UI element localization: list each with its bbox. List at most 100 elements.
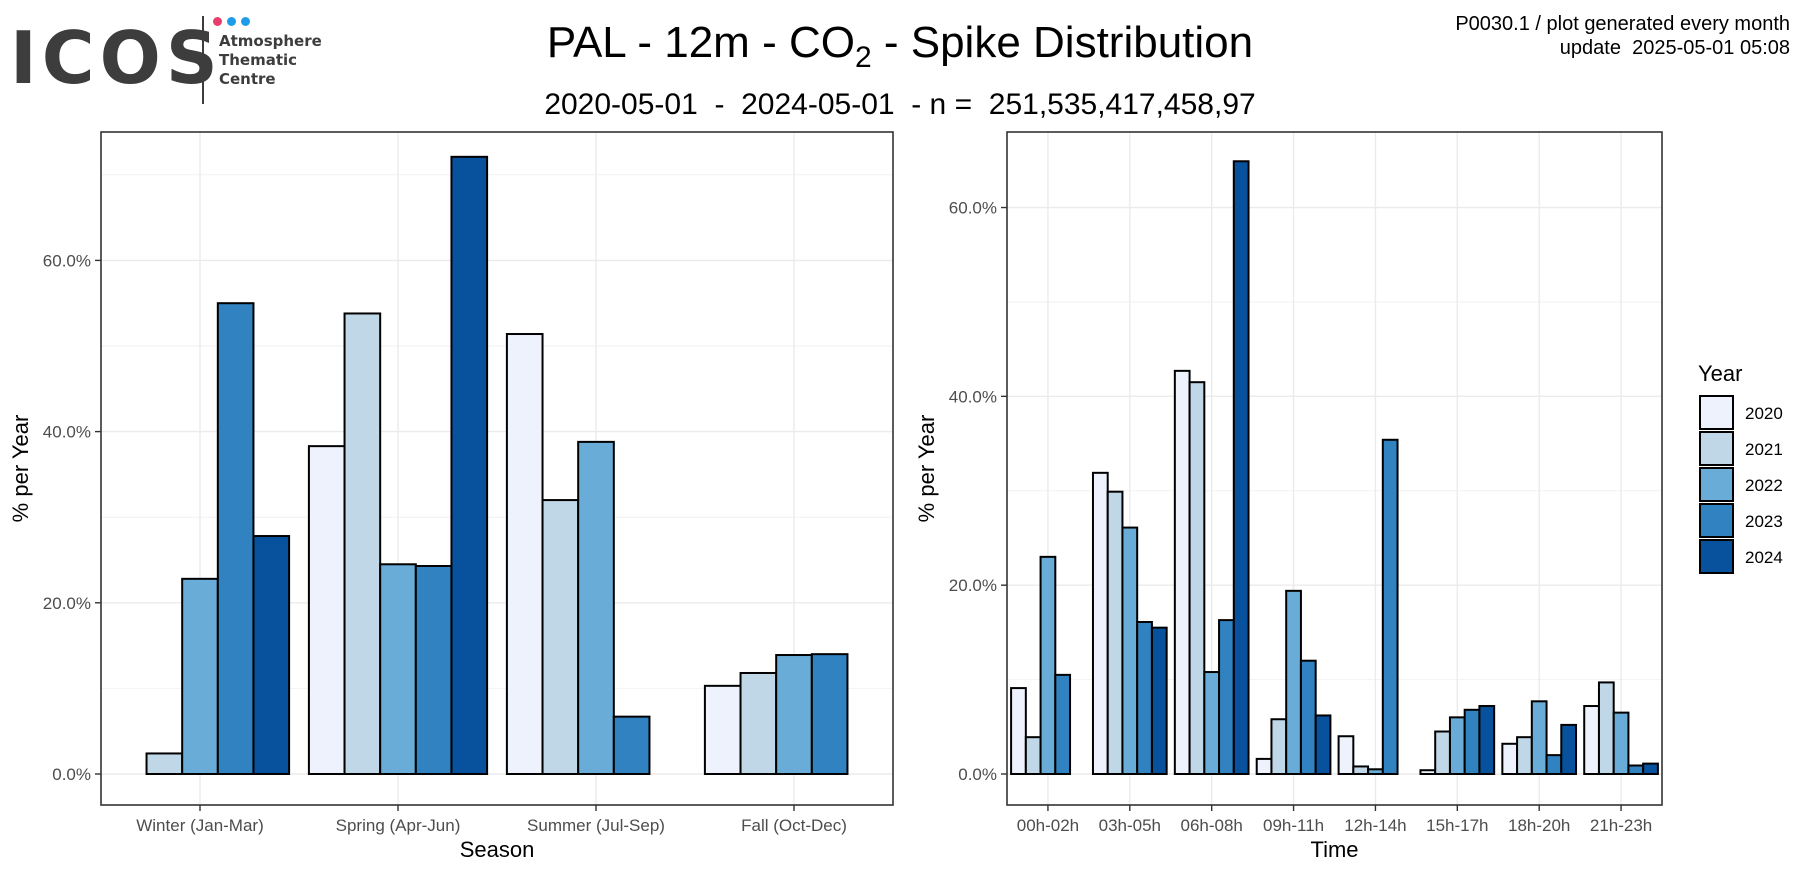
panel-border <box>1006 131 1663 806</box>
bar-2024 <box>252 535 291 775</box>
bar-2023 <box>1545 754 1563 776</box>
legend-label-2022: 2022 <box>1745 476 1783 495</box>
legend-label-2021: 2021 <box>1745 440 1783 459</box>
bar-2023 <box>1299 659 1317 775</box>
legend-swatch-2021 <box>1699 431 1734 466</box>
bar-2024 <box>1478 705 1496 776</box>
bar-2020 <box>703 684 742 775</box>
bar-2021 <box>1106 490 1124 775</box>
bar-2024 <box>1560 723 1578 775</box>
bar-2020 <box>1501 742 1519 775</box>
y-tick-label: 20.0% <box>949 576 997 595</box>
legend-title: Year <box>1698 361 1742 386</box>
x-tick-label: 00h-02h <box>1017 816 1079 835</box>
chart-season: 0.0% 20.0% 40.0% 60.0% Winter (Jan-Mar) Sprin… <box>8 131 894 862</box>
bar-2022 <box>1203 671 1221 775</box>
logo-dot-pink <box>213 17 222 26</box>
x-tick-label: 18h-20h <box>1508 816 1570 835</box>
bar-2020 <box>1010 687 1027 775</box>
bar-2021 <box>1024 736 1042 775</box>
bar-2020 <box>1583 705 1600 776</box>
bar-2023 <box>216 302 255 775</box>
bar-2022 <box>1530 700 1548 775</box>
x-tick-label: Summer (Jul-Sep) <box>527 816 665 835</box>
x-axis-title: Season <box>460 837 535 862</box>
x-tick-label: Spring (Apr-Jun) <box>336 816 461 835</box>
x-tick-label: Fall (Oct-Dec) <box>741 816 847 835</box>
bar-2021 <box>1597 681 1615 776</box>
legend-label-2020: 2020 <box>1745 404 1783 423</box>
meta-line-2: update 2025-05-01 05:08 <box>1559 37 1790 59</box>
bar-2022 <box>1285 589 1302 776</box>
y-tick-label: 60.0% <box>43 251 91 270</box>
bar-2020 <box>307 445 346 775</box>
logo-divider <box>202 16 204 104</box>
bar-2020 <box>505 333 544 775</box>
x-tick-label: 03h-05h <box>1099 816 1161 835</box>
bar-2020 <box>1173 369 1191 775</box>
legend-label-2024: 2024 <box>1745 548 1783 567</box>
logo-subtitle-line: Thematic <box>219 51 298 69</box>
icos-logo: ICOS Atmosphere Thematic Centre <box>8 10 328 110</box>
logo-subtitle-line: Atmosphere <box>219 32 322 50</box>
bar-2021 <box>145 752 184 775</box>
legend-swatch-2022 <box>1699 467 1734 502</box>
logo-dot-blue-2 <box>241 17 250 26</box>
bar-2020 <box>1419 769 1437 775</box>
x-tick-label: Winter (Jan-Mar) <box>136 816 264 835</box>
x-tick-label: 15h-17h <box>1426 816 1488 835</box>
bar-2024 <box>1642 762 1659 775</box>
page-title: PAL - 12m - CO2 - Spike Distribution <box>0 18 1800 75</box>
bar-2021 <box>1270 718 1288 775</box>
y-tick-label: 60.0% <box>949 199 997 218</box>
panel-border <box>100 131 894 806</box>
bar-2020 <box>1255 757 1273 775</box>
bar-2023 <box>1218 619 1235 775</box>
plot-metadata: P0030.1 / plot generated every month upda… <box>1455 12 1790 60</box>
x-tick-label: 06h-08h <box>1180 816 1242 835</box>
bar-2022 <box>1367 768 1384 776</box>
y-tick-label: 40.0% <box>949 387 997 406</box>
bar-2021 <box>541 499 580 775</box>
bar-2023 <box>1627 764 1645 775</box>
bar-2020 <box>1337 735 1355 775</box>
bar-2022 <box>1612 711 1630 775</box>
x-tick-label: 12h-14h <box>1344 816 1406 835</box>
legend-swatch-2023 <box>1699 503 1734 538</box>
y-tick-label: 40.0% <box>43 423 91 442</box>
bar-2023 <box>810 653 849 775</box>
page-subtitle: 2020-05-01 - 2024-05-01 - n = 251,535,41… <box>544 88 1256 121</box>
bar-2023 <box>1054 673 1072 776</box>
bar-2020 <box>1091 471 1109 775</box>
bar-2022 <box>1039 555 1057 776</box>
bar-2022 <box>181 577 219 775</box>
bar-2023 <box>414 564 453 775</box>
bar-2021 <box>739 671 778 776</box>
bar-2023 <box>1136 620 1153 776</box>
legend-swatch-2020 <box>1699 395 1734 430</box>
logo-subtitle: Atmosphere Thematic Centre <box>219 32 322 89</box>
y-tick-label: 0.0% <box>958 765 997 784</box>
bar-2021 <box>1434 730 1451 776</box>
bar-2023 <box>1381 438 1399 775</box>
bar-2021 <box>343 312 382 775</box>
x-tick-label: 21h-23h <box>1590 816 1652 835</box>
chart-time: 0.0% 20.0% 40.0% 60.0% 00h-02h 03h-05h 06h-08h… <box>914 131 1663 862</box>
x-tick-label: 09h-11h <box>1263 816 1324 835</box>
bar-2022 <box>1448 716 1466 776</box>
bar-2023 <box>1463 708 1481 775</box>
y-axis-title: % per Year <box>8 415 33 523</box>
bar-2022 <box>577 440 615 775</box>
bar-2024 <box>1314 714 1332 776</box>
y-tick-label: 0.0% <box>52 765 91 784</box>
meta-line-1: P0030.1 / plot generated every month <box>1455 13 1790 35</box>
bar-2021 <box>1516 736 1533 775</box>
bar-2023 <box>612 715 651 776</box>
legend-swatch-2024 <box>1699 539 1734 574</box>
y-tick-label: 20.0% <box>43 594 91 613</box>
title-rest: - Spike Distribution <box>871 18 1254 67</box>
title-main: PAL - 12m - CO <box>546 18 855 67</box>
logo-subtitle-line: Centre <box>219 70 276 88</box>
